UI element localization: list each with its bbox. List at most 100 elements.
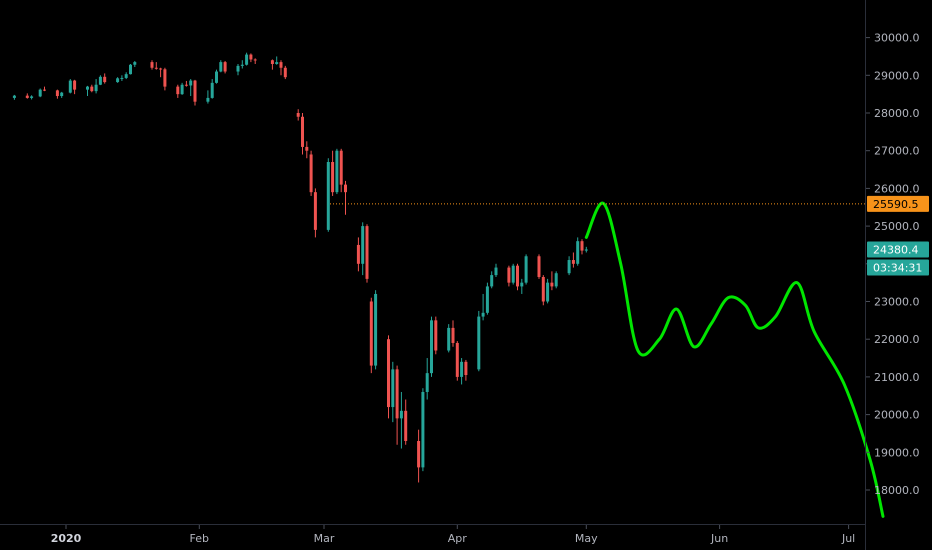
y-tick-label: 27000.0 — [874, 145, 920, 158]
candle-body — [150, 62, 154, 68]
candle-body — [335, 150, 339, 193]
candle-body — [184, 84, 188, 86]
candle-body — [86, 86, 89, 90]
candle-body — [434, 320, 438, 351]
candle-body — [417, 440, 421, 468]
candle-body — [270, 60, 274, 64]
candle-body — [567, 260, 571, 274]
candle-body — [584, 249, 588, 251]
candle-body — [313, 192, 317, 230]
candle-body — [550, 282, 554, 287]
candle-body — [163, 69, 167, 87]
candle-body — [275, 62, 279, 64]
candle-body — [180, 84, 184, 95]
candle-body — [193, 80, 197, 102]
candle-body — [477, 316, 481, 370]
candle-body — [387, 339, 390, 408]
candle-body — [189, 80, 193, 86]
candle-body — [464, 361, 468, 376]
candle-body — [38, 89, 42, 97]
x-tick-label: Feb — [190, 532, 209, 545]
candle-body — [490, 275, 494, 287]
time-axis[interactable]: 2020 Feb Mar Apr May Jun Jul — [51, 525, 856, 545]
candle-body — [305, 146, 309, 151]
candle-body — [103, 76, 107, 83]
candle-body — [223, 62, 227, 72]
candle-body — [516, 265, 519, 287]
candle-body — [206, 97, 210, 102]
candle-body — [576, 241, 580, 264]
candle-body — [356, 244, 360, 264]
price-line-tag — [867, 195, 929, 212]
candle-body — [43, 89, 46, 91]
price-line-tag-text: 25590.5 — [873, 198, 919, 211]
candle-body — [73, 80, 77, 90]
candle-body — [30, 96, 34, 98]
y-tick-label: 30000.0 — [874, 32, 920, 45]
candle-body — [25, 95, 29, 98]
y-tick-label: 18000.0 — [874, 484, 920, 497]
candle-body — [404, 410, 408, 441]
y-tick-label: 21000.0 — [874, 371, 920, 384]
candle-body — [176, 86, 180, 95]
candle-body — [507, 267, 511, 283]
candle-body — [331, 162, 335, 193]
candle-body — [520, 282, 524, 287]
candle-body — [481, 312, 485, 317]
candle-body — [120, 77, 124, 79]
candle-body — [369, 301, 373, 366]
x-tick-label: May — [575, 532, 598, 545]
y-tick-label: 22000.0 — [874, 333, 920, 346]
y-tick-label: 23000.0 — [874, 296, 920, 309]
candle-body — [133, 62, 137, 65]
y-tick-label: 29000.0 — [874, 69, 920, 82]
candle-body — [98, 76, 102, 85]
price-tags: 25590.5 24380.4 03:34:31 — [867, 195, 929, 276]
x-tick-label: Jul — [841, 532, 855, 545]
candles-layer — [12, 52, 588, 483]
x-tick-label: Mar — [314, 532, 335, 545]
x-tick-label: Apr — [448, 532, 468, 545]
countdown-tag — [867, 259, 929, 276]
candle-body — [541, 276, 545, 302]
candle-body — [301, 116, 304, 147]
candle-body — [309, 154, 313, 193]
x-tick-label: 2020 — [51, 532, 82, 545]
y-tick-label: 26000.0 — [874, 182, 920, 195]
candle-body — [283, 67, 287, 78]
candle-body — [447, 327, 451, 351]
candle-body — [494, 267, 498, 276]
projection-layer — [584, 201, 885, 518]
candle-body — [159, 68, 163, 70]
candle-body — [245, 54, 249, 65]
candle-body — [219, 62, 223, 72]
candle-body — [430, 320, 433, 374]
candle-body — [485, 286, 489, 313]
candle-body — [571, 260, 575, 264]
candle-body — [236, 65, 240, 72]
candle-body — [60, 92, 64, 97]
candle-body — [326, 162, 330, 230]
candle-body — [374, 293, 378, 366]
candle-body — [94, 84, 98, 92]
candle-body — [451, 327, 455, 343]
candle-body — [460, 361, 464, 377]
x-tick-label: Jun — [710, 532, 728, 545]
last-price-tag-text: 24380.4 — [873, 243, 919, 256]
candle-body — [55, 90, 59, 97]
candle-body — [537, 256, 541, 277]
candle-body — [580, 241, 584, 251]
y-tick-label: 25000.0 — [874, 220, 920, 233]
y-tick-label: 28000.0 — [874, 107, 920, 120]
candle-body — [215, 71, 218, 83]
candle-body — [421, 391, 425, 468]
candle-body — [124, 74, 128, 78]
candle-body — [210, 82, 214, 98]
projection-curve — [584, 201, 885, 518]
candle-body — [154, 67, 158, 69]
candle-body — [116, 78, 120, 83]
candle-body — [365, 226, 369, 279]
candle-body — [524, 256, 528, 283]
